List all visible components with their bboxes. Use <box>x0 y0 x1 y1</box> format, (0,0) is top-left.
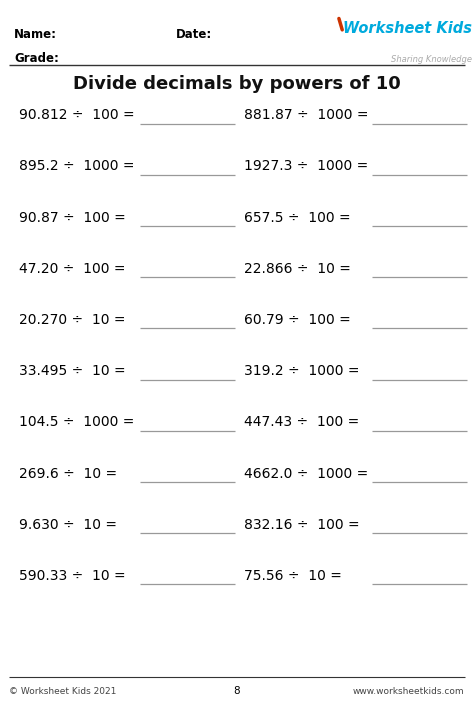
Text: 75.56 ÷  10 =: 75.56 ÷ 10 = <box>244 569 342 583</box>
Text: 9.630 ÷  10 =: 9.630 ÷ 10 = <box>19 518 117 532</box>
Text: Sharing Knowledge: Sharing Knowledge <box>391 55 472 64</box>
Text: 47.20 ÷  100 =: 47.20 ÷ 100 = <box>19 262 126 276</box>
Text: 590.33 ÷  10 =: 590.33 ÷ 10 = <box>19 569 126 583</box>
Text: 8: 8 <box>234 686 240 696</box>
Text: www.worksheetkids.com: www.worksheetkids.com <box>353 687 465 695</box>
Text: Divide decimals by powers of 10: Divide decimals by powers of 10 <box>73 75 401 93</box>
Text: 895.2 ÷  1000 =: 895.2 ÷ 1000 = <box>19 159 135 173</box>
Text: Grade:: Grade: <box>14 52 59 65</box>
Text: © Worksheet Kids 2021: © Worksheet Kids 2021 <box>9 687 117 695</box>
Text: 90.87 ÷  100 =: 90.87 ÷ 100 = <box>19 210 126 225</box>
Text: 269.6 ÷  10 =: 269.6 ÷ 10 = <box>19 466 117 481</box>
Text: Date:: Date: <box>175 28 211 41</box>
Text: 832.16 ÷  100 =: 832.16 ÷ 100 = <box>244 518 360 532</box>
Text: 104.5 ÷  1000 =: 104.5 ÷ 1000 = <box>19 415 134 429</box>
Text: 90.812 ÷  100 =: 90.812 ÷ 100 = <box>19 108 135 122</box>
Text: 881.87 ÷  1000 =: 881.87 ÷ 1000 = <box>244 108 369 122</box>
Text: 319.2 ÷  1000 =: 319.2 ÷ 1000 = <box>244 364 360 378</box>
Text: 447.43 ÷  100 =: 447.43 ÷ 100 = <box>244 415 359 429</box>
Text: Name:: Name: <box>14 28 57 41</box>
Text: 20.270 ÷  10 =: 20.270 ÷ 10 = <box>19 313 126 327</box>
Text: 657.5 ÷  100 =: 657.5 ÷ 100 = <box>244 210 351 225</box>
Text: 22.866 ÷  10 =: 22.866 ÷ 10 = <box>244 262 351 276</box>
Text: 1927.3 ÷  1000 =: 1927.3 ÷ 1000 = <box>244 159 368 173</box>
Text: 33.495 ÷  10 =: 33.495 ÷ 10 = <box>19 364 126 378</box>
Text: 60.79 ÷  100 =: 60.79 ÷ 100 = <box>244 313 351 327</box>
Text: 4662.0 ÷  1000 =: 4662.0 ÷ 1000 = <box>244 466 368 481</box>
Text: Worksheet Kids: Worksheet Kids <box>343 21 472 36</box>
